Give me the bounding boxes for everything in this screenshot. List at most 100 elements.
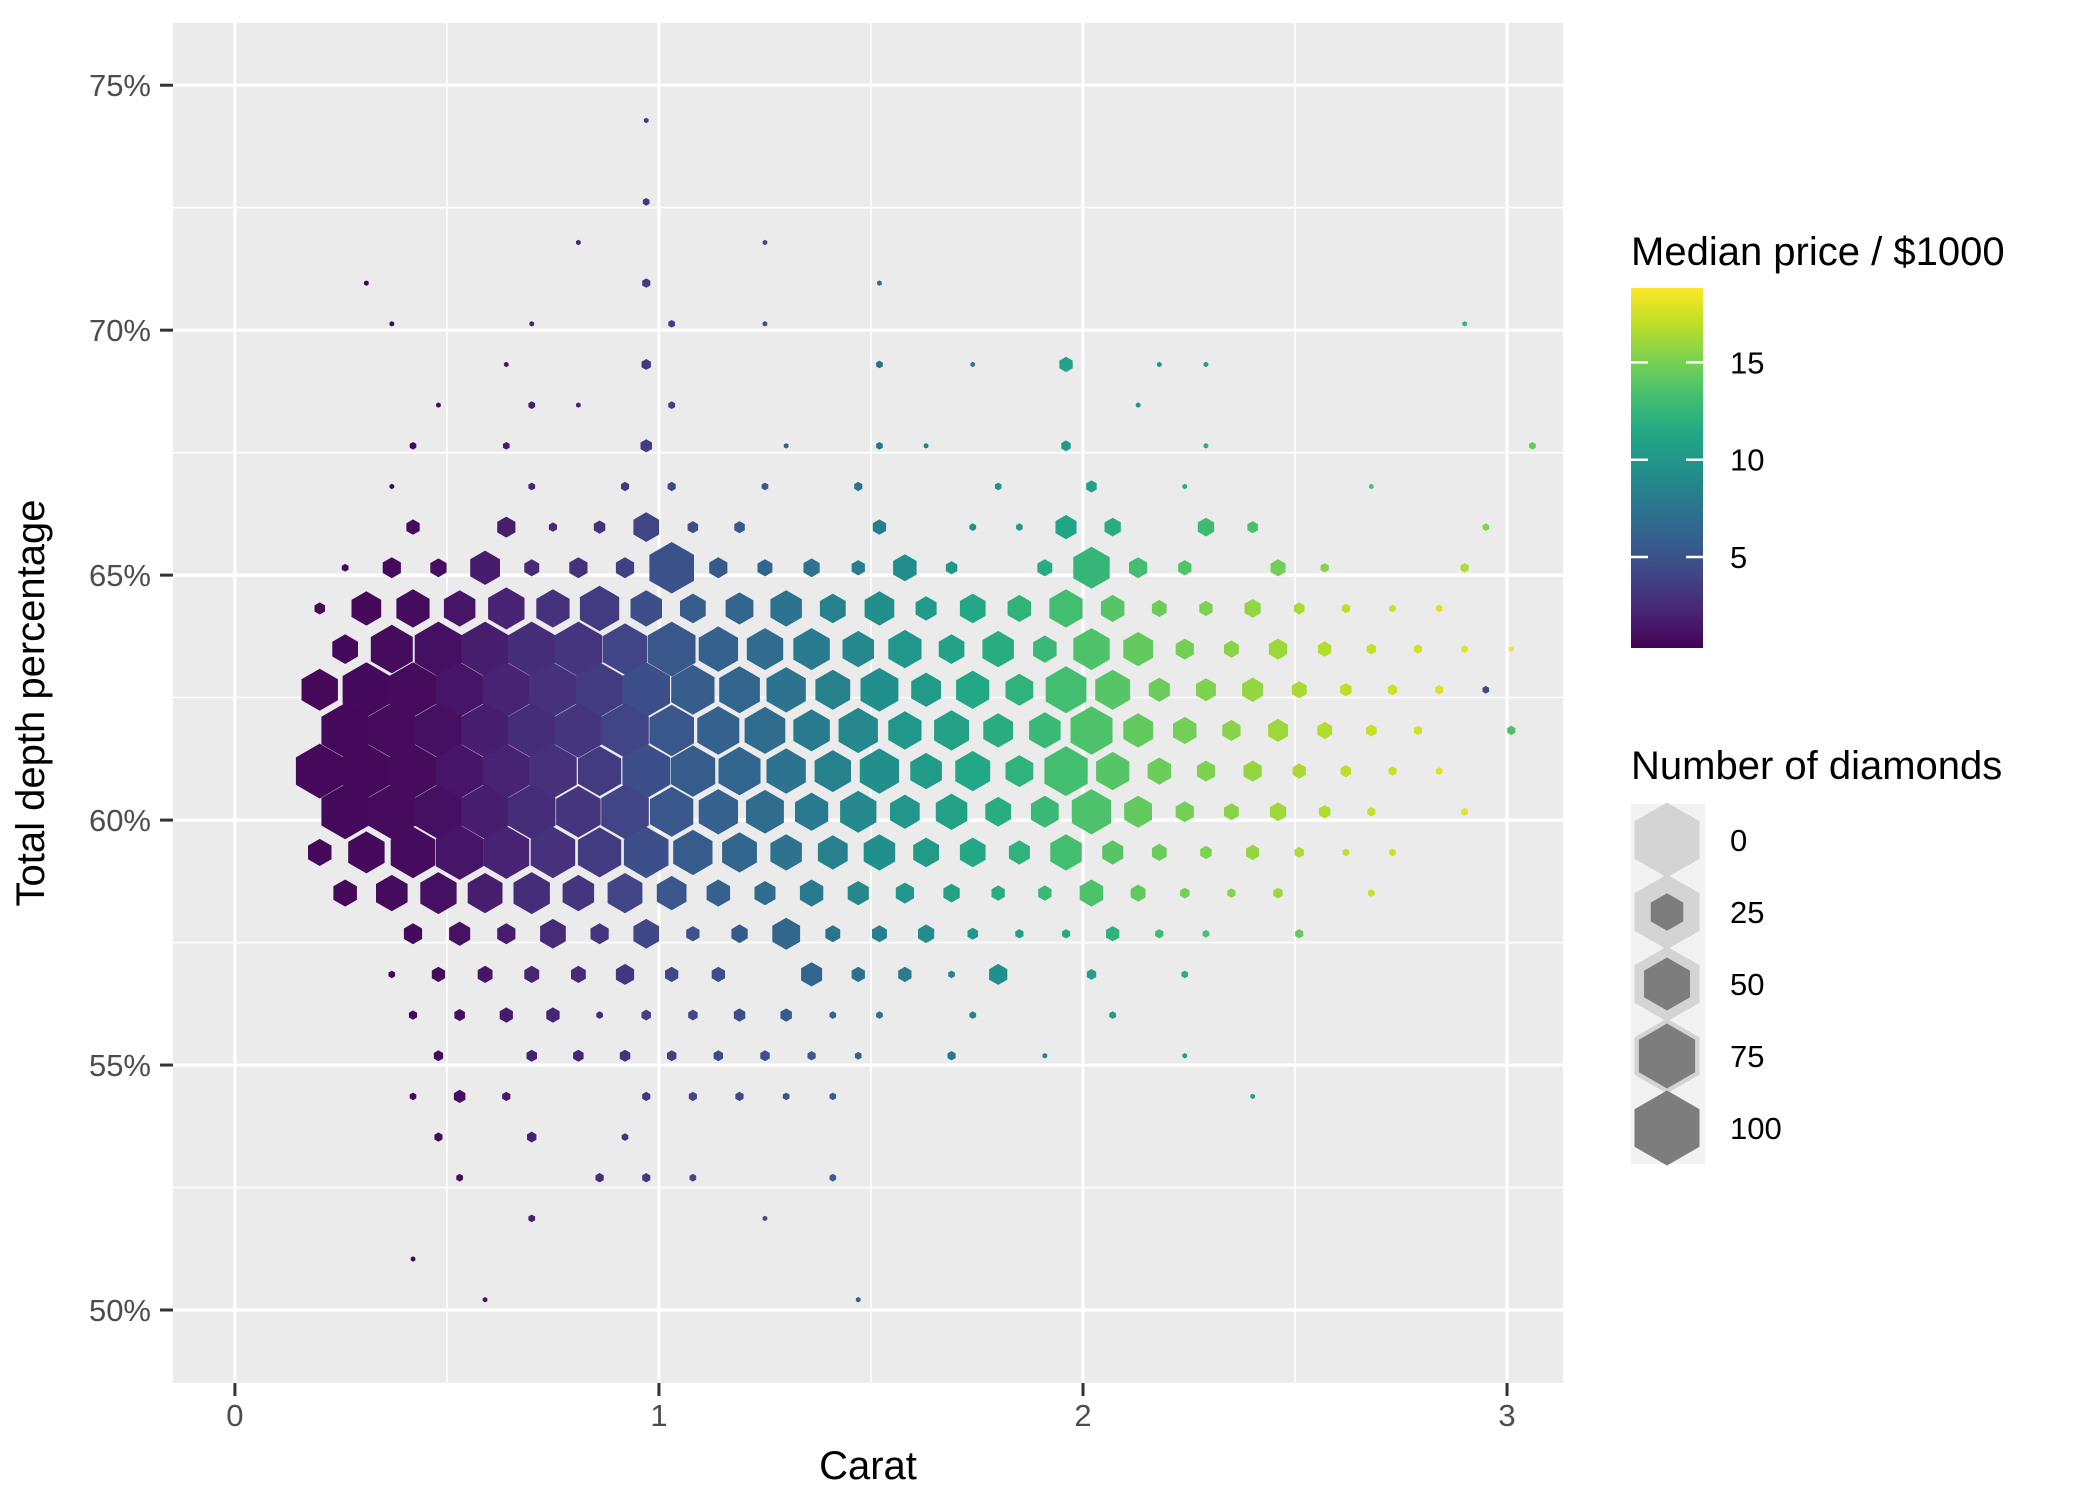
hexbin-cell (1038, 885, 1052, 901)
hexbin-cell (1196, 760, 1216, 782)
hexbin-cell (772, 917, 801, 950)
hexbin-cell (601, 784, 649, 840)
hexbin-cell (1104, 517, 1121, 537)
hexbin-cell (507, 784, 556, 840)
hexbin-cell (410, 1256, 416, 1262)
y-axis-title: Total depth percentage (9, 500, 53, 907)
hexbin-cell (718, 746, 761, 796)
hexbin-cell (1123, 713, 1153, 748)
hexbin-cell (332, 634, 358, 664)
hexbin-cell (1182, 483, 1188, 490)
hexbin-cell (333, 879, 357, 907)
hexbin-cell (1200, 845, 1212, 860)
hexbin-cell (686, 926, 700, 942)
hexbin-cell (754, 881, 776, 906)
hexbin-cell (497, 516, 516, 538)
hexbin-cell (687, 521, 699, 534)
hexbin-cell (1148, 677, 1170, 702)
hexbin-cell (1175, 801, 1194, 823)
hexbin-cell (793, 628, 830, 671)
hexbin-cell (1242, 677, 1264, 702)
hexbin-cell (396, 589, 430, 628)
hexbin-cell (621, 1133, 629, 1141)
hexbin-cell (1243, 760, 1262, 782)
hexbin-cell (368, 703, 416, 758)
hexbin-cell (1073, 546, 1110, 589)
hexbin-cell (667, 481, 676, 492)
hexbin-cell (1341, 603, 1350, 614)
hexbin-cell (642, 198, 650, 206)
size-legend-label: 100 (1730, 1111, 1782, 1146)
hexbin-cell (342, 743, 391, 799)
hexbin-cell (502, 1091, 511, 1102)
hexbin-cell (1435, 767, 1443, 775)
hexbin-cell (649, 704, 694, 757)
hexbin-cell (877, 280, 882, 286)
hexbin-cell (766, 667, 806, 713)
hexbin-cell (913, 837, 939, 868)
color-legend-title: Median price / $1000 (1631, 230, 2005, 274)
hexbin-cell (647, 621, 696, 677)
size-legend-label: 25 (1730, 895, 1764, 930)
hexbin-cell (943, 883, 960, 903)
size-legend-label: 75 (1730, 1039, 1764, 1074)
hexbin-cell (722, 832, 757, 873)
hexbin-cell (1507, 725, 1516, 736)
hexbin-cell (573, 1049, 584, 1062)
hexbin-cell (431, 966, 446, 983)
hexbin-cell (1030, 795, 1059, 828)
hexbin-cell (483, 826, 530, 879)
hexbin-cell (918, 924, 935, 944)
hexbin-cell (689, 1173, 697, 1182)
hexbin-cell (1460, 563, 1469, 573)
hexbin-cell (1124, 795, 1152, 828)
hexbin-cell (1294, 602, 1305, 615)
hexbin-cell (780, 1008, 792, 1022)
hexbin-cell (876, 1011, 883, 1019)
hexbin-cell (341, 563, 349, 572)
y-tick-label: 70% (89, 313, 151, 348)
hexbin-cell (554, 703, 603, 758)
hexbin-cell (1388, 766, 1397, 776)
hexbin-cell (408, 1010, 418, 1020)
hexbin-cell (890, 794, 920, 829)
hexbin-cell (842, 630, 874, 668)
hexbin-cell (389, 662, 437, 718)
hexbin-cell (829, 1011, 837, 1019)
hexbin-cell (546, 1007, 560, 1023)
hexbin-cell (530, 826, 576, 879)
hexbin-cell (989, 963, 1008, 985)
hexbin-cell (969, 523, 977, 531)
hexbin-cell (321, 784, 369, 840)
hexbin-cell (838, 707, 878, 754)
hexbin-cell (433, 1050, 444, 1062)
hexbin-cell (1042, 1053, 1048, 1059)
hexbin-cell (854, 1051, 862, 1060)
hexbin-cell (623, 826, 669, 879)
hexbin-cell (1250, 1093, 1255, 1100)
hexbin-cell (948, 970, 955, 979)
hexbin-cell (1130, 884, 1146, 902)
hexbin-cell (1461, 645, 1468, 653)
hexbin-cell (376, 874, 408, 912)
hexbin-cell (643, 117, 649, 124)
hexbin-cell (934, 710, 969, 751)
hexbin-cell (766, 748, 806, 794)
hexbin-cell (1015, 929, 1024, 939)
hexbin-cell (1268, 638, 1288, 660)
hexbin-cell (1508, 646, 1514, 652)
hexbin-cell (497, 923, 516, 945)
hexbin-cell (734, 521, 745, 534)
hexbin-cell (762, 1215, 768, 1222)
hexbin-cell (503, 442, 510, 450)
hexbin-cell (967, 927, 978, 940)
hexbin-cell (840, 790, 877, 833)
hexbin-cell (860, 667, 899, 712)
hexbin-cell (670, 745, 716, 797)
hexbin-cell (488, 587, 525, 630)
hexbin-cell (388, 970, 396, 979)
hexbin-cell (351, 591, 382, 626)
hexbin-cell (1482, 523, 1490, 531)
hexbin-cell (1224, 640, 1239, 658)
hexbin-cell (688, 1091, 697, 1102)
